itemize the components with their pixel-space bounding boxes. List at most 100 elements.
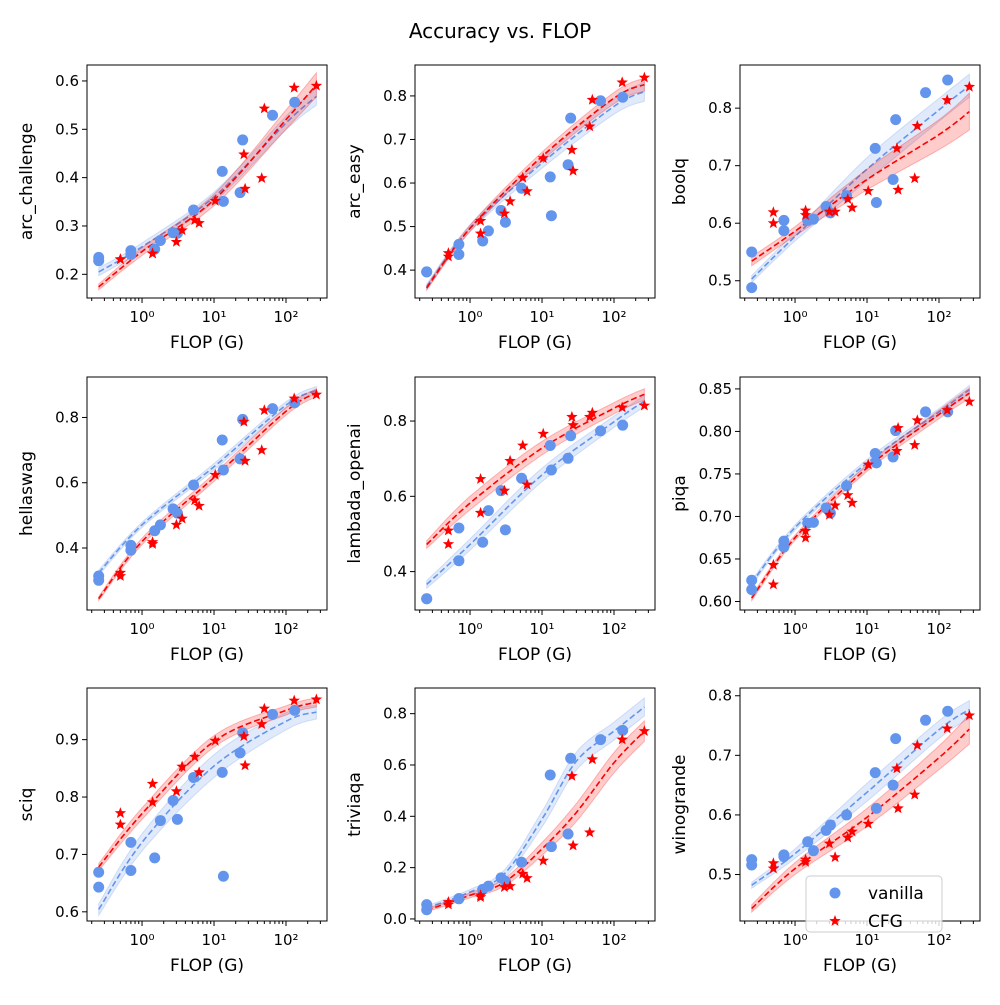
- x-tick-label: 10¹: [529, 308, 554, 326]
- cfg-point: [823, 508, 836, 520]
- y-tick-label: 0.6: [383, 756, 407, 774]
- cfg-point: [504, 195, 516, 207]
- subplot-boolq: 0.5 0.6 0.7 0.8 10⁰ 10¹ 10² FLOP (G) boolq: [670, 64, 981, 353]
- x-tick-label: 10⁰: [782, 308, 807, 326]
- subplot-winogrande: 0.5 0.6 0.7 0.8 10⁰ 10¹ 10² FLOP (G) winogrande: [670, 687, 981, 976]
- y-tick-label: 0.9: [55, 731, 79, 749]
- cfg-point: [584, 120, 596, 132]
- vanilla-fit-line: [426, 400, 645, 585]
- cfg-point: [504, 454, 516, 466]
- cfg-point: [238, 415, 250, 427]
- cfg-point: [862, 817, 874, 829]
- x-tick-label: 10¹: [529, 620, 554, 638]
- vanilla-confidence-band: [426, 81, 645, 291]
- CFG-fit-line: [751, 392, 970, 599]
- vanilla-point: [595, 425, 607, 437]
- vanilla-point: [482, 505, 494, 517]
- vanilla-point: [617, 724, 629, 736]
- vanilla-point: [544, 171, 556, 183]
- cfg-point: [209, 194, 221, 206]
- vanilla-point: [887, 173, 899, 185]
- y-tick-label: 0.7: [383, 130, 407, 148]
- cfg-point: [537, 427, 549, 439]
- cfg-point: [209, 734, 221, 746]
- vanilla-point: [216, 434, 228, 446]
- subplot-arc_easy: 0.4 0.5 0.6 0.7 0.8 10⁰ 10¹ 10² FLOP (G) arc_easy: [345, 64, 656, 353]
- cfg-point: [892, 802, 904, 814]
- cfg-point: [474, 473, 487, 484]
- y-tick-label: 0.8: [55, 788, 79, 806]
- cfg-point: [941, 722, 953, 734]
- vanilla-point: [234, 747, 246, 759]
- subplot-triviaqa: 0.0 0.2 0.4 0.6 0.8 10⁰ 10¹ 10² FLOP (G) triviaqa: [345, 687, 656, 976]
- cfg-point: [537, 854, 549, 866]
- vanilla-fit-line: [98, 389, 317, 574]
- vanilla-fit-line: [751, 85, 970, 280]
- y-tick-label: 0.80: [699, 422, 732, 440]
- cfg-point: [862, 458, 874, 470]
- vanilla-point: [499, 875, 511, 887]
- vanilla-point: [807, 845, 819, 857]
- plot-area: [421, 696, 651, 916]
- plot-area: [421, 387, 651, 605]
- cfg-point: [586, 406, 598, 418]
- cfg-point: [193, 499, 205, 511]
- subplot-piqa: 0.60 0.65 0.70 0.75 0.80 0.85 10⁰ 10¹ 10² FLOP (G…: [670, 376, 981, 665]
- x-tick-label: 10⁰: [457, 620, 482, 638]
- cfg-point: [146, 247, 159, 259]
- cfg-point: [498, 881, 511, 892]
- x-tick-label: 10¹: [854, 931, 879, 949]
- y-tick-label: 0.8: [708, 99, 732, 117]
- vanilla-point: [125, 544, 137, 556]
- x-tick-label: 10²: [273, 620, 298, 638]
- vanilla-point: [778, 214, 790, 226]
- vanilla-point: [267, 109, 279, 121]
- y-tick-label: 0.8: [383, 87, 407, 105]
- cfg-point: [862, 185, 874, 196]
- vanilla-point: [565, 430, 577, 442]
- y-tick-label: 0.5: [383, 218, 407, 236]
- legend-vanilla-marker: [829, 887, 841, 899]
- vanilla-point: [453, 893, 465, 905]
- vanilla-point: [746, 574, 758, 586]
- vanilla-point: [477, 235, 489, 247]
- cfg-point: [892, 422, 904, 433]
- vanilla-point: [421, 593, 433, 605]
- y-tick-label: 0.7: [708, 157, 732, 175]
- vanilla-point: [267, 403, 279, 415]
- legend-cfg-marker: [829, 915, 841, 926]
- vanilla-point: [887, 779, 899, 791]
- cfg-point: [474, 227, 487, 239]
- x-tick-label: 10⁰: [457, 931, 482, 949]
- x-axis-label: FLOP (G): [823, 956, 897, 976]
- y-tick-label: 0.6: [55, 474, 79, 492]
- y-tick-label: 0.65: [699, 550, 732, 568]
- vanilla-point: [807, 516, 819, 528]
- cfg-point: [846, 201, 858, 213]
- vanilla-point: [453, 248, 465, 260]
- cfg-point: [442, 250, 455, 262]
- vanilla-point: [453, 238, 465, 250]
- plot-area: [746, 73, 976, 294]
- vanilla-point: [942, 705, 954, 717]
- cfg-point: [193, 217, 205, 228]
- cfg-point: [911, 120, 923, 131]
- vanilla-point: [942, 74, 954, 86]
- plot-area: [746, 699, 976, 914]
- vanilla-point: [869, 448, 881, 460]
- cfg-point: [442, 538, 455, 549]
- x-axis-label: FLOP (G): [498, 333, 572, 353]
- y-tick-label: 0.6: [55, 903, 79, 921]
- x-tick-label: 10¹: [854, 620, 879, 638]
- cfg-point: [114, 818, 127, 830]
- x-axis-label: FLOP (G): [170, 956, 244, 976]
- cfg-point: [909, 439, 921, 450]
- x-axis-label: FLOP (G): [498, 645, 572, 665]
- y-tick-label: 0.8: [383, 705, 407, 723]
- cfg-point: [799, 524, 812, 536]
- cfg-point: [846, 825, 858, 837]
- cfg-point: [767, 578, 780, 590]
- x-tick-label: 10¹: [201, 931, 226, 949]
- cfg-point: [238, 730, 250, 742]
